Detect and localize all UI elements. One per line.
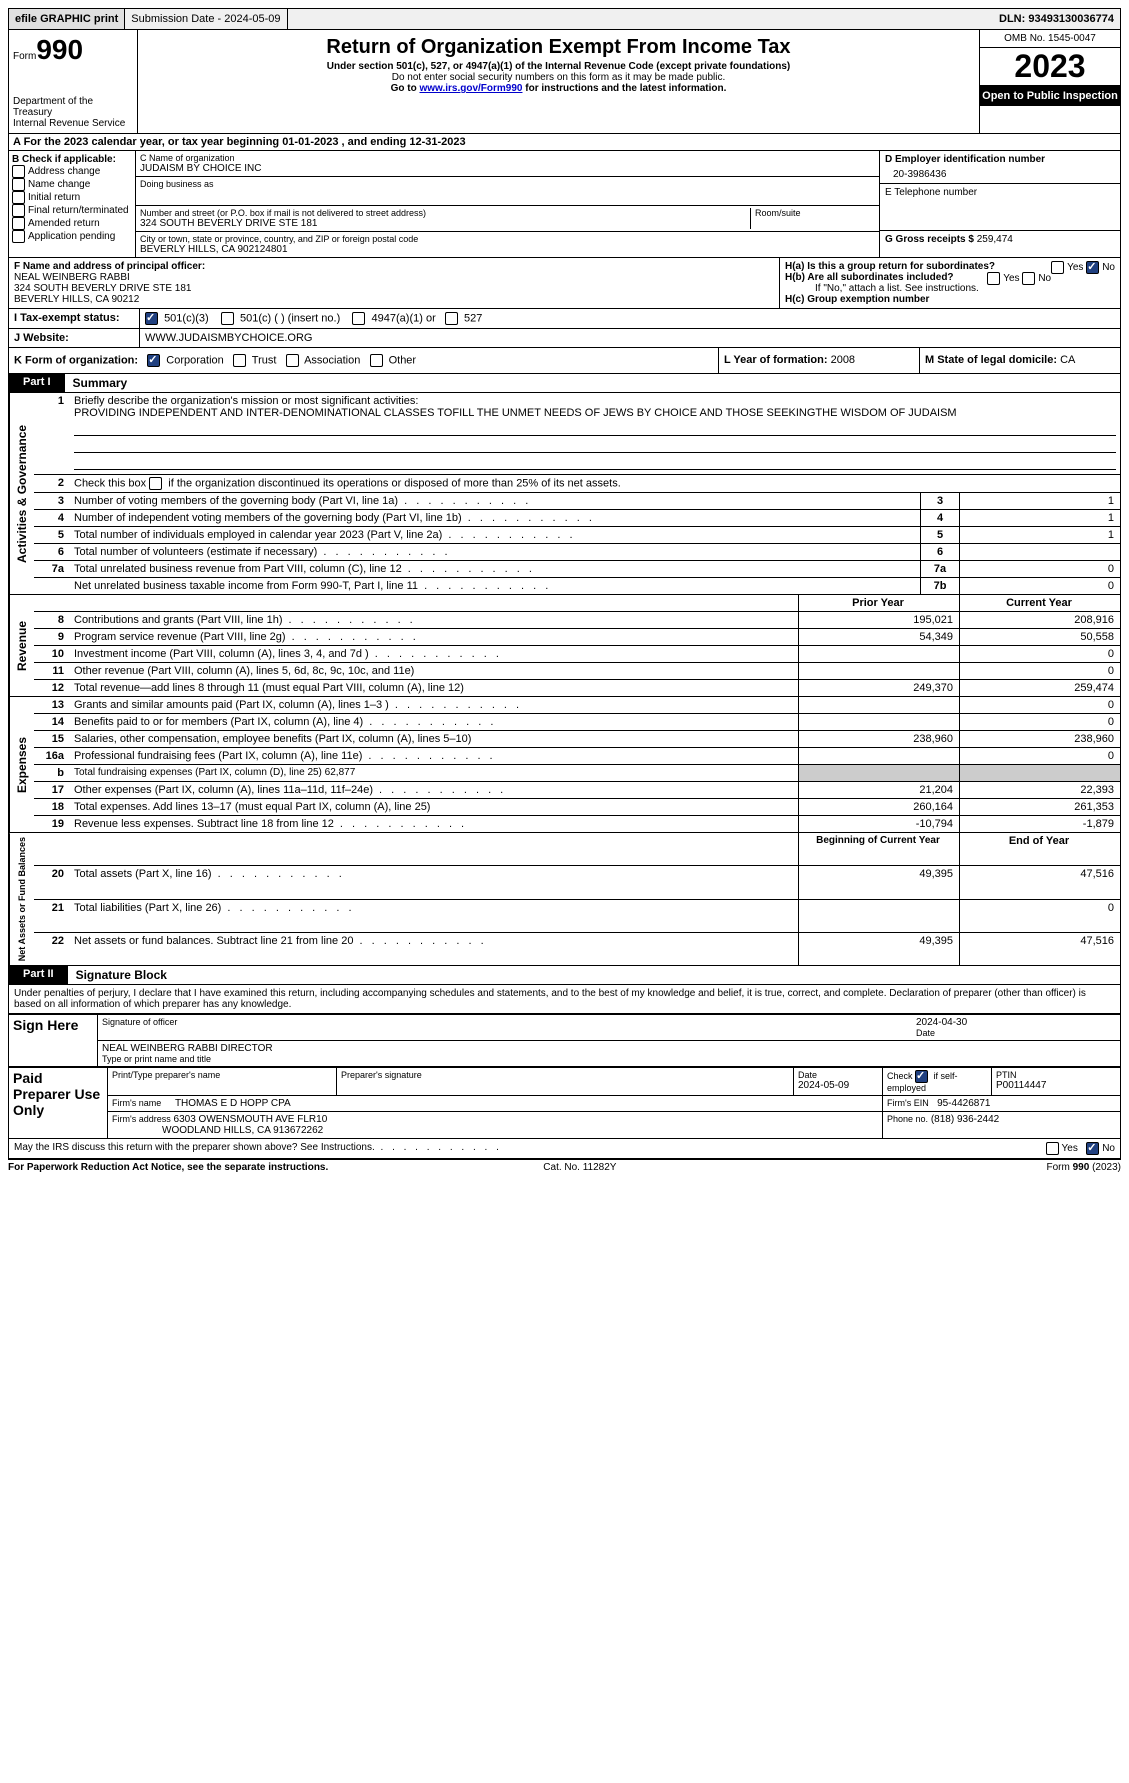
form-number: Form990 — [13, 34, 133, 66]
chk-527[interactable] — [445, 312, 458, 325]
row-j: J Website: WWW.JUDAISMBYCHOICE.ORG — [8, 329, 1121, 348]
chk-hb-yes[interactable] — [987, 272, 1000, 285]
col-c-org-info: C Name of organization JUDAISM BY CHOICE… — [136, 151, 879, 257]
ptin-value: P00114447 — [996, 1080, 1116, 1091]
side-label-governance: Activities & Governance — [9, 393, 34, 594]
subtitle-link: Go to www.irs.gov/Form990 for instructio… — [142, 83, 975, 94]
expenses-section: Expenses 13Grants and similar amounts pa… — [8, 697, 1121, 833]
revenue-section: Revenue Prior YearCurrent Year 8Contribu… — [8, 595, 1121, 697]
tax-year: 2023 — [980, 48, 1120, 86]
year-formation: 2008 — [831, 354, 855, 366]
discuss-row: May the IRS discuss this return with the… — [8, 1139, 1121, 1159]
part2-header: Part II Signature Block — [8, 966, 1121, 985]
top-bar: efile GRAPHIC print Submission Date - 20… — [8, 8, 1121, 30]
paid-preparer-table: Paid Preparer Use Only Print/Type prepar… — [8, 1067, 1121, 1139]
firm-phone: (818) 936-2442 — [931, 1114, 999, 1125]
efile-print-button[interactable]: efile GRAPHIC print — [9, 9, 125, 29]
form-header: Form990 Department of the Treasury Inter… — [8, 30, 1121, 134]
gross-receipts: 259,474 — [977, 234, 1013, 245]
side-label-revenue: Revenue — [9, 595, 34, 696]
sig-date: 2024-04-30 — [916, 1017, 1116, 1028]
netassets-section: Net Assets or Fund Balances Beginning of… — [8, 833, 1121, 966]
chk-hb-no[interactable] — [1022, 272, 1035, 285]
col-d-ein: D Employer identification number 20-3986… — [879, 151, 1120, 257]
declaration-text: Under penalties of perjury, I declare th… — [8, 985, 1121, 1014]
chk-amended[interactable] — [12, 217, 25, 230]
chk-other[interactable] — [370, 354, 383, 367]
row-k: K Form of organization: Corporation Trus… — [8, 348, 1121, 374]
chk-final-return[interactable] — [12, 204, 25, 217]
row-i: I Tax-exempt status: 501(c)(3) 501(c) ( … — [8, 309, 1121, 329]
officer-printed: NEAL WEINBERG RABBI DIRECTOR — [102, 1043, 1116, 1054]
chk-501c[interactable] — [221, 312, 234, 325]
section-a-period: A For the 2023 calendar year, or tax yea… — [8, 134, 1121, 151]
governance-section: Activities & Governance 1 Briefly descri… — [8, 393, 1121, 595]
part1-header: Part I Summary — [8, 374, 1121, 393]
chk-discontinued[interactable] — [149, 477, 162, 490]
row-f-h: F Name and address of principal officer:… — [8, 258, 1121, 309]
chk-self-employed[interactable] — [915, 1070, 928, 1083]
omb-number: OMB No. 1545-0047 — [980, 30, 1120, 48]
firm-addr2: WOODLAND HILLS, CA 913672262 — [162, 1125, 323, 1136]
page-footer: For Paperwork Reduction Act Notice, see … — [8, 1159, 1121, 1175]
sign-here-table: Sign Here Signature of officer 2024-04-3… — [8, 1014, 1121, 1067]
form-title: Return of Organization Exempt From Incom… — [142, 36, 975, 59]
mission-text: PROVIDING INDEPENDENT AND INTER-DENOMINA… — [74, 407, 957, 419]
chk-4947[interactable] — [352, 312, 365, 325]
officer-addr1: 324 SOUTH BEVERLY DRIVE STE 181 — [14, 283, 191, 294]
org-street: 324 SOUTH BEVERLY DRIVE STE 181 — [140, 218, 746, 229]
open-to-public: Open to Public Inspection — [980, 86, 1120, 106]
subtitle-ssn: Do not enter social security numbers on … — [142, 72, 975, 83]
side-label-netassets: Net Assets or Fund Balances — [9, 833, 34, 965]
firm-addr1: 6303 OWENSMOUTH AVE FLR10 — [174, 1114, 328, 1125]
side-label-expenses: Expenses — [9, 697, 34, 832]
officer-addr2: BEVERLY HILLS, CA 90212 — [14, 294, 139, 305]
state-domicile: CA — [1060, 354, 1075, 366]
officer-name: NEAL WEINBERG RABBI — [14, 272, 130, 283]
org-name: JUDAISM BY CHOICE INC — [140, 163, 875, 174]
chk-corp[interactable] — [147, 354, 160, 367]
chk-trust[interactable] — [233, 354, 246, 367]
org-city: BEVERLY HILLS, CA 902124801 — [140, 244, 875, 255]
chk-name-change[interactable] — [12, 178, 25, 191]
firm-name: THOMAS E D HOPP CPA — [175, 1098, 291, 1109]
entity-block: B Check if applicable: Address change Na… — [8, 151, 1121, 258]
prep-date: 2024-05-09 — [798, 1080, 878, 1091]
chk-discuss-no[interactable] — [1086, 1142, 1099, 1155]
dln: DLN: 93493130036774 — [993, 9, 1120, 29]
chk-assoc[interactable] — [286, 354, 299, 367]
chk-address-change[interactable] — [12, 165, 25, 178]
chk-ha-yes[interactable] — [1051, 261, 1064, 274]
subtitle-section: Under section 501(c), 527, or 4947(a)(1)… — [142, 61, 975, 72]
ein-value: 20-3986436 — [885, 165, 1115, 180]
submission-date: Submission Date - 2024-05-09 — [125, 9, 287, 29]
chk-initial-return[interactable] — [12, 191, 25, 204]
chk-discuss-yes[interactable] — [1046, 1142, 1059, 1155]
dept-treasury: Department of the Treasury — [13, 96, 133, 118]
dept-irs: Internal Revenue Service — [13, 118, 133, 129]
chk-501c3[interactable] — [145, 312, 158, 325]
chk-ha-no[interactable] — [1086, 261, 1099, 274]
firm-ein: 95-4426871 — [937, 1098, 990, 1109]
irs-link[interactable]: www.irs.gov/Form990 — [419, 83, 522, 94]
website-value: WWW.JUDAISMBYCHOICE.ORG — [140, 329, 1120, 347]
chk-pending[interactable] — [12, 230, 25, 243]
col-b-checkboxes: B Check if applicable: Address change Na… — [9, 151, 136, 257]
